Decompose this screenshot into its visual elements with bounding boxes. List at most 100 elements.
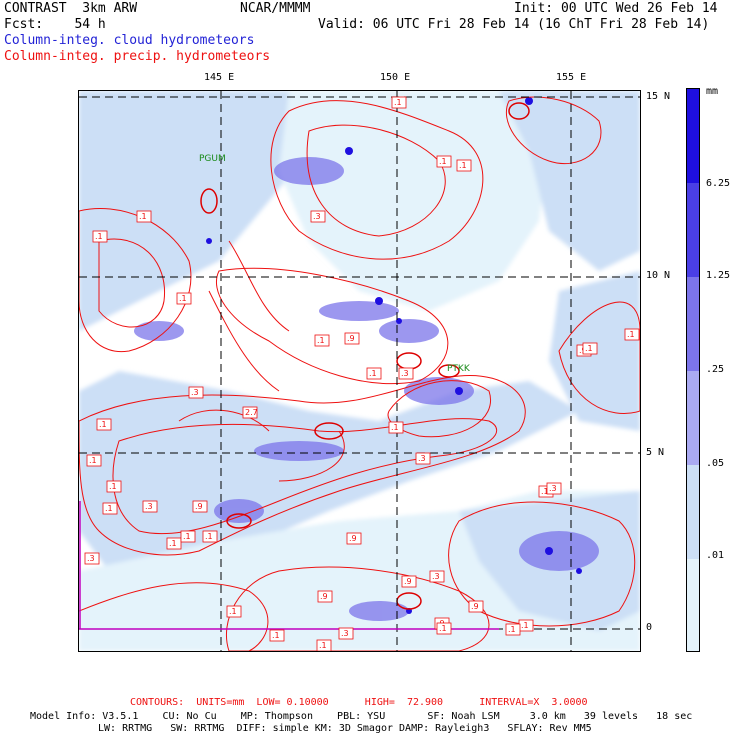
map-canvas: PGUM PTKK .1.1.1.1.1.9.1.3.3.1.1.1.9.1.3… <box>79 91 640 651</box>
legend-label-05: .05 <box>706 458 725 469</box>
spot-3 <box>375 297 383 305</box>
contour-label-30: .3 <box>429 570 445 583</box>
map-panel: PGUM PTKK .1.1.1.1.1.9.1.3.3.1.1.1.9.1.3… <box>78 90 641 652</box>
contour-label-7: .1 <box>456 159 472 172</box>
contour-label-box <box>102 502 118 515</box>
contour-label-text: .1 <box>109 482 117 491</box>
forecast-hour: Fcst: 54 h <box>4 17 106 32</box>
contour-label-box <box>192 500 208 513</box>
contour-label-box <box>401 575 417 588</box>
contour-label-37: .1 <box>436 622 452 635</box>
contour-label-box <box>310 210 326 223</box>
contour-label-text: .3 <box>401 369 409 378</box>
contour-label-text: .1 <box>541 487 549 496</box>
lat-label-10n: 10 N <box>646 270 671 281</box>
contour-label-box <box>314 334 330 347</box>
contour-label-text: .9 <box>320 592 328 601</box>
contour-label-text: .3 <box>549 484 557 493</box>
ring-7 <box>200 188 218 214</box>
contour-10 <box>448 501 636 627</box>
contour-label-39: .1 <box>180 530 196 543</box>
contour-label-25: .1 <box>582 342 598 355</box>
cloud-area-center <box>79 371 579 571</box>
contour-label-text: .9 <box>349 534 357 543</box>
contour-label-text: .1 <box>229 607 237 616</box>
lat-label-15n: 15 N <box>646 91 671 102</box>
contour-label-text: .1 <box>89 456 97 465</box>
legend-swatch-2 <box>687 183 699 277</box>
contour-label-11: .1 <box>86 454 102 467</box>
contour-label-text: .1 <box>179 294 187 303</box>
core-2 <box>319 301 399 321</box>
contour-label-text: .1 <box>439 157 447 166</box>
contour-label-box <box>436 155 452 168</box>
contour-label-text: .1 <box>272 631 280 640</box>
spot-5 <box>455 387 463 395</box>
contour-label-24: .1 <box>624 328 640 341</box>
legend-label-6-25: 6.25 <box>706 178 731 189</box>
contour-label-9: .3 <box>188 386 204 399</box>
station-pgum: PGUM <box>199 154 226 164</box>
contour-15 <box>178 409 345 482</box>
contour-label-41: .1 <box>269 629 285 642</box>
contour-label-22: .3 <box>398 367 414 380</box>
contour-label-text: .3 <box>145 502 153 511</box>
spot-1 <box>345 147 353 155</box>
contour-label-31: .9 <box>468 600 484 613</box>
contour-3 <box>215 267 449 385</box>
ring-4 <box>314 422 344 440</box>
valid-time: Valid: 06 UTC Fri 28 Feb 14 (16 ChT Fri … <box>318 17 710 32</box>
contour-label-19: .3 <box>84 552 100 565</box>
domain-boundary <box>79 501 499 630</box>
core-6 <box>519 531 599 571</box>
contour-label-27: .1 <box>226 605 242 618</box>
cloud-area-north <box>279 91 549 311</box>
contour-5 <box>112 418 498 535</box>
contour-label-text: .3 <box>191 388 199 397</box>
contour-label-text: .1 <box>95 232 103 241</box>
contour-label-box <box>176 292 192 305</box>
contour-label-text: .1 <box>508 625 516 634</box>
contour-label-text: .1 <box>169 539 177 548</box>
contour-label-text: .9 <box>195 502 203 511</box>
contour-label-5: .1 <box>314 334 330 347</box>
contour-label-38: .1 <box>166 537 182 550</box>
contour-label-20: .1 <box>202 530 218 543</box>
contour-label-box <box>166 537 182 550</box>
contour-12 <box>505 96 602 165</box>
model-info-line1: Model Info: V3.5.1 CU: No Cu MP: Thompso… <box>30 711 693 722</box>
contour-label-42: .1 <box>505 623 521 636</box>
contour-label-13: .9 <box>192 500 208 513</box>
cloud-area-nw <box>79 91 309 331</box>
ring-3 <box>438 364 460 378</box>
contour-label-text: .1 <box>317 336 325 345</box>
contour-label-text: .1 <box>105 504 113 513</box>
contour-label-box <box>546 482 562 495</box>
contour-label-box <box>338 627 354 640</box>
contour-label-box <box>505 623 521 636</box>
contour-label-text: .1 <box>99 420 107 429</box>
contour-label-21: .1 <box>366 367 382 380</box>
contour-label-box <box>398 367 414 380</box>
legend-label-25: .25 <box>706 364 725 375</box>
contour-label-text: 2.7 <box>245 408 258 417</box>
contour-label-1: .1 <box>391 96 407 109</box>
contour-label-40: .9 <box>346 532 362 545</box>
contour-label-12: .1 <box>106 480 122 493</box>
field-precip-label: Column-integ. precip. hydrometeors <box>4 49 271 64</box>
contour-label-box <box>468 600 484 613</box>
lon-label-155: 155 E <box>556 72 587 83</box>
contour-label-text: .1 <box>627 330 635 339</box>
model-info-line2: LW: RRTMG SW: RRTMG DIFF: simple KM: 3D … <box>98 723 592 734</box>
contour-label-box <box>180 530 196 543</box>
contour-label-box <box>436 622 452 635</box>
contour-label-box <box>84 552 100 565</box>
contour-label-35: .1 <box>316 639 332 651</box>
legend-swatch-4 <box>687 371 699 465</box>
legend-swatch-3 <box>687 277 699 371</box>
field-cloud-label: Column-integ. cloud hydrometeors <box>4 33 255 48</box>
contour-2 <box>306 124 446 237</box>
contour-label-text: .1 <box>459 161 467 170</box>
contour-label-box <box>429 570 445 583</box>
contour-label-text: .9 <box>471 602 479 611</box>
